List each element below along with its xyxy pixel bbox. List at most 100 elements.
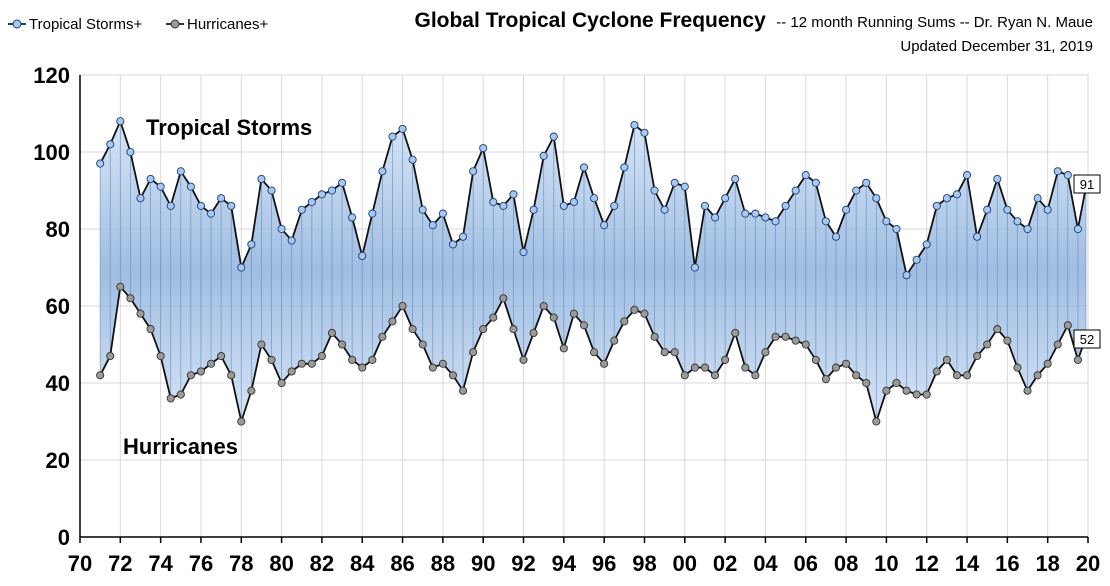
point-tropical-storms (116, 117, 125, 126)
point-hurricanes (1043, 359, 1052, 368)
point-tropical-storms (287, 236, 296, 245)
point-hurricanes (902, 386, 911, 395)
point-tropical-storms (438, 209, 447, 218)
point-hurricanes (569, 309, 578, 318)
point-hurricanes (620, 317, 629, 326)
point-hurricanes (267, 355, 276, 364)
point-tropical-storms (1043, 205, 1052, 214)
point-tropical-storms (680, 182, 689, 191)
point-hurricanes (519, 355, 528, 364)
point-tropical-storms (186, 182, 195, 191)
point-hurricanes (529, 328, 538, 338)
point-hurricanes (166, 394, 175, 403)
point-tropical-storms (741, 209, 750, 218)
x-tick-label: 74 (148, 551, 173, 576)
point-hurricanes (398, 301, 407, 311)
point-tropical-storms (358, 251, 367, 260)
point-hurricanes (559, 344, 568, 353)
end-label-hurricanes-text: 52 (1080, 332, 1094, 347)
point-tropical-storms (912, 255, 921, 264)
x-tick-label: 78 (229, 551, 253, 576)
point-hurricanes (1023, 386, 1032, 395)
y-axis: 0 20 40 60 80 100 120 (33, 63, 81, 550)
y-tick-label: 40 (46, 371, 70, 396)
x-tick-label: 96 (592, 551, 616, 576)
point-tropical-storms (781, 201, 790, 210)
point-tropical-storms (106, 140, 115, 149)
point-hurricanes (106, 351, 115, 361)
point-tropical-storms (842, 205, 851, 214)
point-tropical-storms (448, 240, 458, 249)
x-axis: 70 72 74 76 78 80 82 84 86 88 90 92 94 96 98 00 02 04 06 08… (68, 536, 1100, 576)
point-tropical-storms (549, 132, 558, 141)
end-label-tropical-storms: 91 (1073, 174, 1101, 194)
point-hurricanes (126, 294, 135, 303)
point-tropical-storms (277, 224, 286, 234)
point-tropical-storms (1003, 205, 1012, 214)
point-tropical-storms (942, 194, 951, 203)
point-hurricanes (237, 417, 246, 426)
point-hurricanes (539, 301, 548, 311)
point-hurricanes (842, 359, 851, 368)
legend-item-hurricanes: Hurricanes+ (166, 16, 269, 33)
point-hurricanes (862, 378, 871, 388)
point-hurricanes (388, 317, 397, 326)
point-hurricanes (912, 390, 921, 399)
point-tropical-storms (670, 178, 679, 187)
point-hurricanes (1033, 371, 1042, 380)
point-tropical-storms (509, 190, 518, 199)
point-hurricanes (317, 351, 326, 361)
point-hurricanes (993, 325, 1002, 334)
point-tropical-storms (348, 213, 357, 222)
point-hurricanes (680, 371, 689, 380)
point-hurricanes (509, 325, 518, 334)
point-tropical-storms (479, 144, 488, 153)
point-hurricanes (590, 348, 599, 357)
point-tropical-storms (237, 263, 246, 272)
point-tropical-storms (872, 194, 881, 203)
point-tropical-storms (217, 194, 226, 203)
x-tick-label: 70 (68, 551, 92, 576)
point-hurricanes (882, 386, 891, 395)
point-tropical-storms (640, 128, 649, 137)
point-hurricanes (811, 355, 820, 364)
point-tropical-storms (600, 221, 609, 230)
point-tropical-storms (338, 178, 347, 187)
point-hurricanes (731, 328, 740, 338)
point-tropical-storms (1053, 167, 1062, 176)
point-hurricanes (579, 321, 589, 330)
point-hurricanes (1053, 340, 1062, 349)
point-tropical-storms (811, 178, 820, 187)
point-hurricanes (378, 332, 387, 341)
point-tropical-storms (388, 132, 397, 141)
point-hurricanes (338, 340, 347, 349)
x-tick-label: 92 (511, 551, 535, 576)
point-tropical-storms (902, 271, 911, 280)
y-tick-label: 80 (46, 217, 70, 242)
point-hurricanes (277, 378, 286, 388)
point-tropical-storms (610, 201, 619, 210)
point-tropical-storms (247, 240, 256, 249)
point-hurricanes (186, 371, 195, 380)
series-fill (99, 121, 1087, 422)
point-tropical-storms (529, 205, 538, 214)
point-tropical-storms (650, 186, 659, 195)
chart-title: Global Tropical Cyclone Frequency (414, 9, 766, 32)
point-hurricanes (1063, 321, 1072, 330)
point-tropical-storms (1033, 194, 1042, 203)
legend-label-tropical-storms: Tropical Storms+ (29, 16, 142, 33)
legend-item-tropical-storms: Tropical Storms+ (8, 16, 142, 33)
point-tropical-storms (519, 248, 528, 257)
y-tick-label: 20 (46, 448, 70, 473)
point-tropical-storms (297, 205, 306, 214)
point-tropical-storms (952, 190, 962, 199)
point-hurricanes (206, 359, 216, 368)
point-tropical-storms (227, 201, 236, 210)
y-tick-label: 60 (46, 294, 70, 319)
x-tick-label: 84 (350, 551, 375, 576)
chart-legend: Tropical Storms+ Hurricanes+ (8, 16, 269, 33)
point-hurricanes (247, 386, 256, 395)
point-tropical-storms (1073, 224, 1082, 234)
point-hurricanes (700, 363, 710, 372)
point-hurricanes (650, 332, 659, 341)
